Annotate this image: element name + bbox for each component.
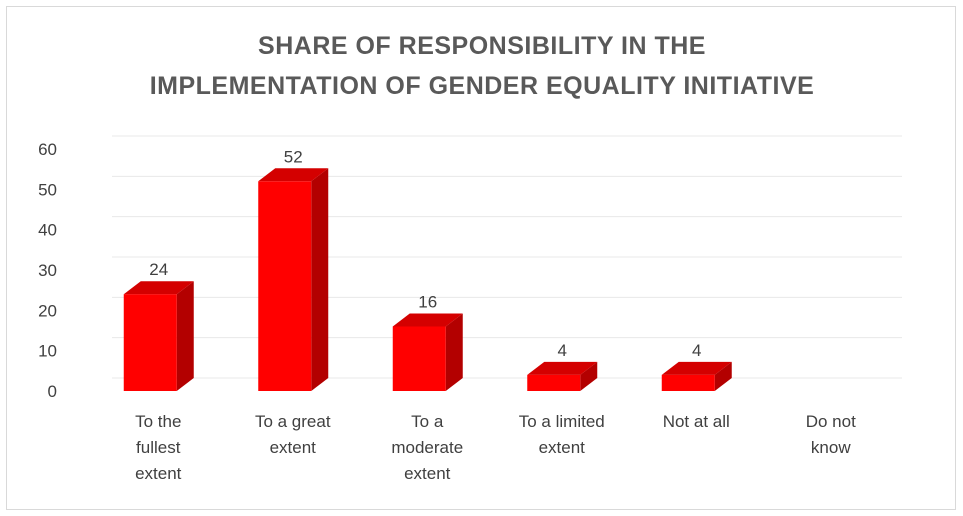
- bar-front-face: [661, 374, 715, 391]
- bar: [661, 361, 732, 391]
- bar-side-face: [176, 281, 194, 391]
- bar-top-face: [527, 361, 598, 375]
- category-label: Not at all: [663, 412, 730, 431]
- y-tick-label: 60: [38, 140, 57, 159]
- data-label: 4: [558, 341, 567, 360]
- category-label-line: To a: [411, 412, 444, 431]
- category-label-line: To the: [135, 412, 181, 431]
- category-label-line: extent: [539, 438, 586, 457]
- bar: [258, 168, 329, 391]
- bar-side-face: [714, 361, 732, 391]
- category-label-line: fullest: [136, 438, 181, 457]
- bar-side-face: [580, 361, 598, 391]
- category-label: To a moderate extent: [391, 412, 463, 483]
- bar-front-face: [392, 326, 446, 391]
- bar: [392, 313, 463, 391]
- data-label: 52: [284, 147, 303, 166]
- category-label: Do not know: [806, 412, 856, 457]
- category-label-line: moderate: [391, 438, 463, 457]
- chart-title: SHARE OF RESPONSIBILITY IN THE IMPLEMENT…: [150, 32, 815, 100]
- data-label: 4: [692, 341, 701, 360]
- data-labels: 24 52 16 4 4: [149, 147, 701, 360]
- category-label: To a limited extent: [519, 412, 605, 457]
- bar-front-face: [527, 374, 581, 391]
- bar-front-face: [258, 181, 312, 391]
- bar-front-face: [123, 294, 177, 391]
- y-tick-label: 50: [38, 180, 57, 199]
- chart-title-line-1: SHARE OF RESPONSIBILITY IN THE: [258, 32, 706, 60]
- category-label-line: To a great: [255, 412, 331, 431]
- category-label-line: Do not: [806, 412, 856, 431]
- category-label-line: extent: [135, 464, 182, 483]
- bar: [123, 281, 194, 391]
- category-label-line: Not at all: [663, 412, 730, 431]
- y-tick-label: 20: [38, 301, 57, 320]
- y-tick-label: 30: [38, 261, 57, 280]
- bar: [527, 361, 598, 391]
- category-label-line: know: [811, 438, 851, 457]
- y-tick-label: 10: [38, 342, 57, 361]
- y-tick-label: 40: [38, 221, 57, 240]
- bar-side-face: [445, 313, 463, 391]
- gridlines: [112, 135, 902, 379]
- category-label: To the fullest extent: [135, 412, 182, 483]
- bar-chart: SHARE OF RESPONSIBILITY IN THE IMPLEMENT…: [38, 32, 902, 483]
- category-labels: To the fullest extent To a great extent To a m…: [135, 412, 856, 483]
- chart-frame: SHARE OF RESPONSIBILITY IN THE IMPLEMENT…: [6, 6, 956, 510]
- bar-top-face: [392, 313, 463, 327]
- bar-side-face: [311, 168, 329, 391]
- chart-title-line-2: IMPLEMENTATION OF GENDER EQUALITY INITIA…: [150, 72, 815, 100]
- y-tick-label: 0: [48, 382, 57, 401]
- bars: [123, 168, 732, 391]
- bar-top-face: [661, 361, 732, 375]
- y-axis-tick-labels: 0 10 20 30 40 50 60: [38, 140, 57, 401]
- bar-top-face: [123, 281, 194, 295]
- data-label: 16: [418, 292, 437, 311]
- bar-top-face: [258, 168, 329, 182]
- category-label-line: To a limited: [519, 412, 605, 431]
- category-label-line: extent: [270, 438, 317, 457]
- category-label: To a great extent: [255, 412, 331, 457]
- category-label-line: extent: [404, 464, 451, 483]
- data-label: 24: [149, 260, 168, 279]
